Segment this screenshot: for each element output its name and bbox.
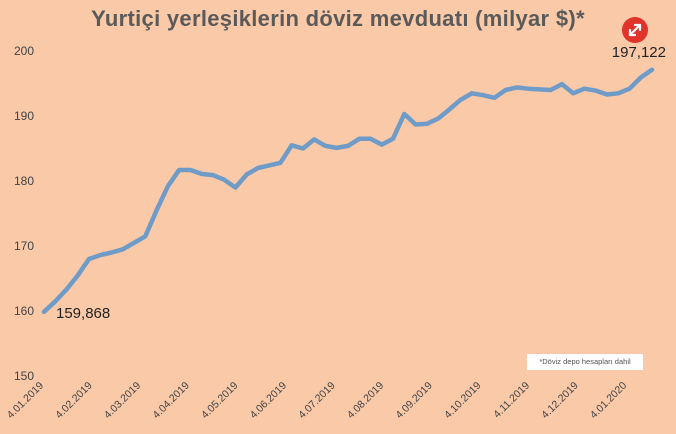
x-tick-label: 4.08.2019 <box>345 380 387 422</box>
x-tick-label: 4.07.2019 <box>296 380 338 422</box>
x-tick-label: 4.11.2019 <box>491 380 532 421</box>
y-tick-label: 180 <box>14 174 34 188</box>
x-tick-label: 4.09.2019 <box>393 380 435 422</box>
x-tick-label: 4.01.2020 <box>588 380 630 422</box>
y-tick-label: 160 <box>14 304 34 318</box>
series-line <box>41 67 655 315</box>
data-label: 159,868 <box>56 305 110 322</box>
expand-arrows-icon <box>628 23 642 37</box>
footnote: *Döviz depo hesapları dahil <box>527 354 643 370</box>
x-tick-label: 4.05.2019 <box>199 380 241 422</box>
x-tick-label: 4.04.2019 <box>150 380 192 422</box>
expand-button[interactable] <box>622 17 648 43</box>
x-tick-label: 4.03.2019 <box>102 380 144 422</box>
data-label: 197,122 <box>612 44 666 61</box>
chart-title: Yurtiçi yerleşiklerin döviz mevduatı (mi… <box>91 6 585 31</box>
x-tick-label: 4.02.2019 <box>53 380 95 422</box>
y-tick-label: 190 <box>14 109 34 123</box>
y-tick-label: 200 <box>14 44 34 58</box>
x-tick-label: 4.01.2019 <box>5 380 47 422</box>
x-tick-label: 4.10.2019 <box>442 380 484 422</box>
x-tick-label: 4.06.2019 <box>248 380 290 422</box>
y-tick-label: 170 <box>14 239 34 253</box>
x-tick-label: 4.12.2019 <box>539 380 581 422</box>
y-tick-label: 150 <box>14 369 34 383</box>
